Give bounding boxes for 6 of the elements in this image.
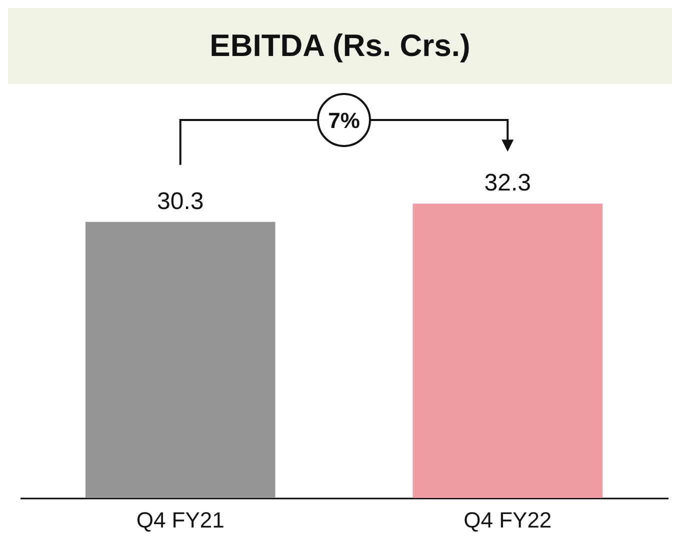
chart-title: EBITDA (Rs. Crs.) xyxy=(8,8,672,84)
x-tick-label: Q4 FY22 xyxy=(464,508,552,532)
x-tick-label: Q4 FY21 xyxy=(136,508,224,532)
data-label: 30.3 xyxy=(157,188,204,215)
text: 7% xyxy=(328,108,360,133)
data-label: 32.3 xyxy=(484,170,531,197)
